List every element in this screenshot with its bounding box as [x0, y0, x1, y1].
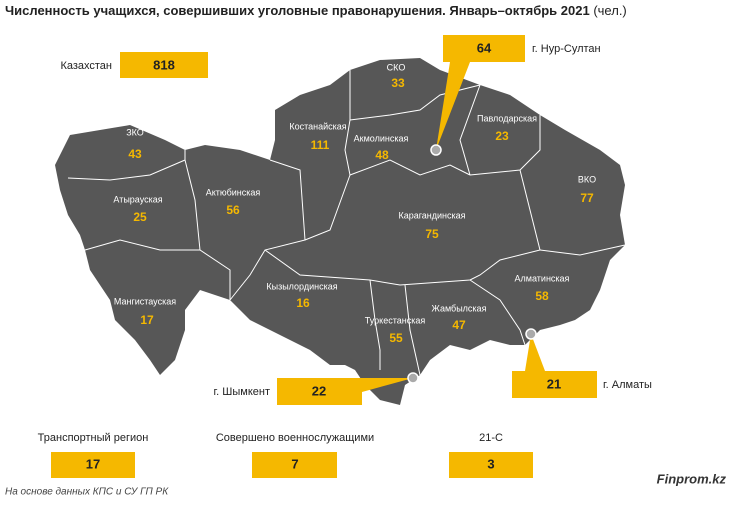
region-value: 48 [375, 148, 389, 162]
region-name: Жамбылская [432, 303, 487, 313]
total-label: Казахстан [60, 60, 112, 72]
extra-stats: Транспортный регион 17 Совершено военнос… [38, 432, 533, 478]
region-value: 111 [311, 138, 330, 152]
region-name: СКО [387, 62, 406, 72]
region-value: 56 [226, 203, 240, 217]
region-name: Туркестанская [365, 315, 426, 325]
extra-value: 7 [291, 456, 298, 471]
region-name: Атырауская [113, 194, 162, 204]
region-value: 23 [495, 129, 509, 143]
city-box [277, 378, 362, 405]
extra-box [252, 452, 337, 478]
extra-value: 3 [487, 456, 494, 471]
region-value: 77 [580, 191, 594, 205]
region-name: Актюбинская [206, 187, 261, 197]
region-value: 47 [452, 318, 466, 332]
map [55, 58, 625, 405]
extra-label: Совершено военнослужащими [216, 432, 374, 444]
region-name: Акмолинская [354, 133, 409, 143]
region-value: 58 [535, 289, 549, 303]
city-name: г. Шымкент [214, 386, 271, 398]
region-value: 33 [391, 76, 405, 90]
total-value: 818 [153, 57, 175, 72]
region-value: 43 [128, 147, 142, 161]
region-name: Костанайская [289, 121, 346, 131]
city-box [443, 35, 525, 62]
city-value: 21 [547, 376, 561, 391]
region-value: 16 [296, 296, 310, 310]
region-name: Алматинская [515, 273, 570, 283]
region-name: Мангистауская [114, 296, 176, 306]
city-dot [407, 372, 419, 384]
city-value: 64 [477, 40, 492, 55]
source: На основе данных КПС и СУ ГП РК [5, 487, 169, 498]
pointer [436, 62, 470, 150]
region-value: 25 [133, 210, 147, 224]
title-text: Численность учащихся, совершивших уголов… [5, 3, 590, 18]
extra-box [449, 452, 533, 478]
unit: (чел.) [593, 3, 626, 18]
city-box [512, 371, 597, 398]
city-name: г. Нур-Султан [532, 43, 601, 55]
region-value: 55 [389, 331, 403, 345]
region-name: ЗКО [126, 127, 144, 137]
extra-label: 21-С [479, 432, 503, 444]
region-name: Кызылординская [266, 281, 337, 291]
total-box [120, 52, 208, 78]
pointer [525, 334, 545, 371]
extra-box [51, 452, 135, 478]
region-name: Карагандинская [398, 210, 465, 220]
extra-value: 17 [86, 456, 100, 471]
city-dot [525, 328, 537, 340]
region-value: 75 [425, 227, 439, 241]
region-value: 17 [140, 313, 154, 327]
title: Численность учащихся, совершивших уголов… [5, 3, 627, 18]
brand: Finprom.kz [657, 471, 727, 486]
city-dot [430, 144, 442, 156]
city-callouts: 64 г. Нур-Султан 22 г. Шымкент 21 г. Алм… [214, 35, 652, 405]
region-name: ВКО [578, 174, 596, 184]
city-name: г. Алматы [603, 379, 652, 391]
region-borders [67, 70, 626, 376]
city-value: 22 [312, 383, 326, 398]
region-labels: ЗКО 43 Атырауская 25 Актюбинская 56 Манг… [113, 62, 596, 345]
region-name: Павлодарская [477, 113, 537, 123]
extra-label: Транспортный регион [38, 432, 149, 444]
